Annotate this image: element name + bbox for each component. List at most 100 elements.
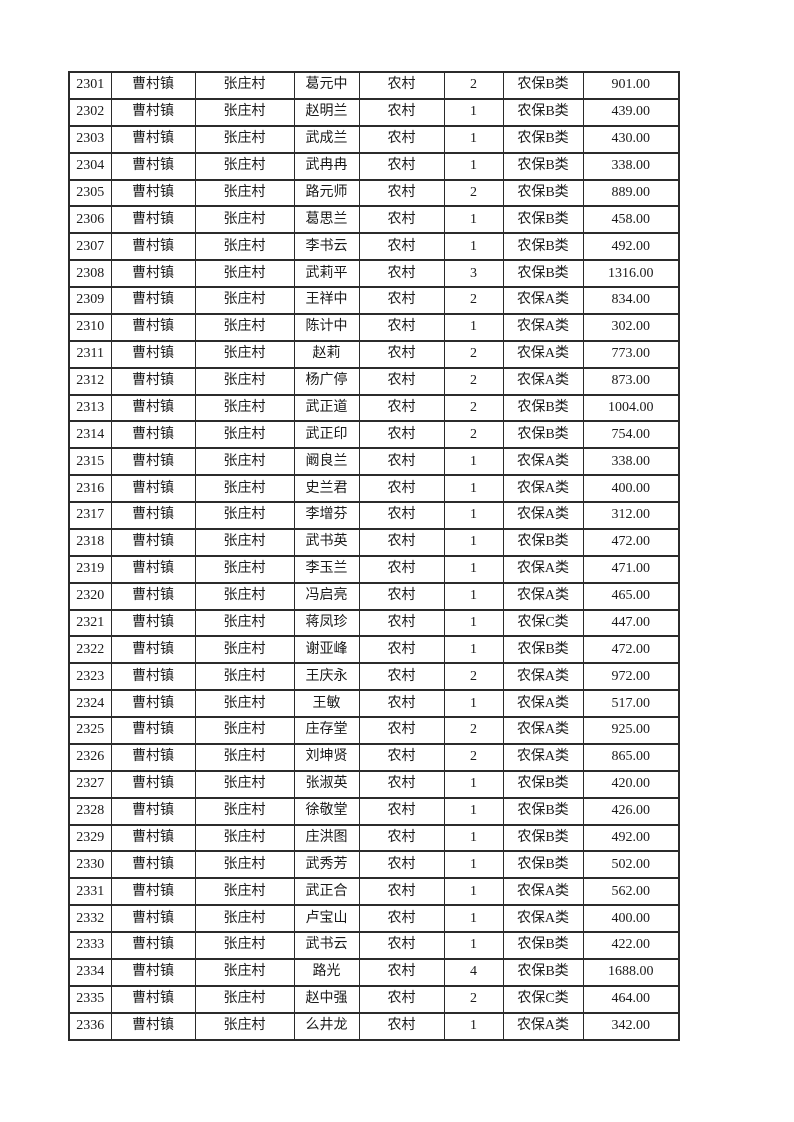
table-cell-category: 农村 — [358, 339, 445, 369]
table-cell-person-name: 武正道 — [293, 393, 360, 423]
table-row: 2318 曹村镇 张庄村 武书英 农村 1 农保B类 472.00 — [68, 527, 680, 557]
table-cell-person-name: 武书云 — [293, 931, 360, 960]
table-row: 2322 曹村镇 张庄村 谢亚峰 农村 1 农保B类 472.00 — [68, 635, 680, 665]
table-cell-town: 曹村镇 — [110, 366, 196, 396]
table-cell-village: 张庄村 — [194, 447, 295, 477]
table-cell-person-count: 2 — [443, 286, 504, 315]
table-cell-amount: 834.00 — [582, 286, 680, 315]
table-cell-insurance-class: 农保A类 — [502, 689, 584, 718]
table-row: 2312 曹村镇 张庄村 杨广停 农村 2 农保A类 873.00 — [68, 366, 680, 396]
table-cell-serial-number: 2329 — [68, 823, 112, 853]
table-cell-person-count: 1 — [443, 474, 504, 503]
table-cell-insurance-class: 农保B类 — [502, 769, 584, 799]
table-cell-category: 农村 — [358, 877, 445, 907]
table-row: 2325 曹村镇 张庄村 庄存堂 农村 2 农保A类 925.00 — [68, 716, 680, 745]
table-cell-insurance-class: 农保A类 — [502, 447, 584, 477]
table-cell-town: 曹村镇 — [110, 850, 196, 880]
table-row: 2331 曹村镇 张庄村 武正合 农村 1 农保A类 562.00 — [68, 877, 680, 907]
table-cell-village: 张庄村 — [194, 474, 295, 503]
table-row: 2301 曹村镇 张庄村 葛元中 农村 2 农保B类 901.00 — [68, 71, 680, 100]
table-cell-person-count: 1 — [443, 124, 504, 154]
table-cell-serial-number: 2310 — [68, 312, 112, 342]
table-cell-insurance-class: 农保A类 — [502, 716, 584, 745]
table-cell-village: 张庄村 — [194, 608, 295, 638]
table-cell-town: 曹村镇 — [110, 97, 196, 127]
table-cell-village: 张庄村 — [194, 716, 295, 745]
table-cell-amount: 420.00 — [582, 769, 680, 799]
table-cell-amount: 400.00 — [582, 904, 680, 933]
table-cell-category: 农村 — [358, 259, 445, 288]
table-cell-town: 曹村镇 — [110, 823, 196, 853]
table-cell-town: 曹村镇 — [110, 420, 196, 450]
table-cell-person-name: 赵明兰 — [293, 97, 360, 127]
table-cell-category: 农村 — [358, 97, 445, 127]
table-row: 2305 曹村镇 张庄村 路元师 农村 2 农保B类 889.00 — [68, 178, 680, 208]
table-cell-category: 农村 — [358, 366, 445, 396]
table-cell-person-count: 2 — [443, 71, 504, 100]
table-cell-insurance-class: 农保B类 — [502, 71, 584, 100]
table-cell-person-name: 李增芬 — [293, 501, 360, 530]
table-cell-village: 张庄村 — [194, 124, 295, 154]
table-cell-village: 张庄村 — [194, 904, 295, 933]
table-cell-serial-number: 2334 — [68, 957, 112, 987]
table-cell-category: 农村 — [358, 501, 445, 530]
table-cell-category: 农村 — [358, 393, 445, 423]
table-cell-town: 曹村镇 — [110, 393, 196, 423]
table-cell-insurance-class: 农保B类 — [502, 850, 584, 880]
table-cell-amount: 312.00 — [582, 501, 680, 530]
table-cell-category: 农村 — [358, 581, 445, 611]
table-cell-amount: 400.00 — [582, 474, 680, 503]
table-cell-person-count: 1 — [443, 850, 504, 880]
table-cell-person-name: 武莉平 — [293, 259, 360, 288]
table-cell-town: 曹村镇 — [110, 877, 196, 907]
table-cell-village: 张庄村 — [194, 742, 295, 772]
table-cell-category: 农村 — [358, 635, 445, 665]
table-row: 2328 曹村镇 张庄村 徐敬堂 农村 1 农保B类 426.00 — [68, 796, 680, 826]
table-cell-village: 张庄村 — [194, 635, 295, 665]
table-row: 2308 曹村镇 张庄村 武莉平 农村 3 农保B类 1316.00 — [68, 259, 680, 288]
table-cell-town: 曹村镇 — [110, 124, 196, 154]
table-cell-amount: 447.00 — [582, 608, 680, 638]
table-cell-insurance-class: 农保A类 — [502, 742, 584, 772]
table-cell-serial-number: 2311 — [68, 339, 112, 369]
table-cell-person-count: 1 — [443, 97, 504, 127]
table-cell-village: 张庄村 — [194, 71, 295, 100]
table-cell-village: 张庄村 — [194, 232, 295, 262]
table-cell-town: 曹村镇 — [110, 742, 196, 772]
table-cell-amount: 422.00 — [582, 931, 680, 960]
table-cell-serial-number: 2307 — [68, 232, 112, 262]
table-cell-insurance-class: 农保A类 — [502, 877, 584, 907]
table-cell-person-count: 2 — [443, 339, 504, 369]
table-row: 2314 曹村镇 张庄村 武正印 农村 2 农保B类 754.00 — [68, 420, 680, 450]
table-cell-person-name: 冯启亮 — [293, 581, 360, 611]
table-cell-insurance-class: 农保A类 — [502, 904, 584, 933]
records-table: 2301 曹村镇 张庄村 葛元中 农村 2 农保B类 901.00 2302 曹村镇 张庄村 赵明兰农… — [68, 71, 680, 1042]
table-cell-person-count: 1 — [443, 635, 504, 665]
table-cell-amount: 562.00 — [582, 877, 680, 907]
table-row: 2330 曹村镇 张庄村 武秀芳 农村 1 农保B类 502.00 — [68, 850, 680, 880]
table-row: 2317 曹村镇 张庄村 李增芬 农村 1 农保A类 312.00 — [68, 501, 680, 530]
table-cell-town: 曹村镇 — [110, 769, 196, 799]
table-cell-category: 农村 — [358, 769, 445, 799]
table-cell-amount: 1004.00 — [582, 393, 680, 423]
table-cell-person-name: 路元师 — [293, 178, 360, 208]
table-cell-village: 张庄村 — [194, 259, 295, 288]
table-cell-serial-number: 2333 — [68, 931, 112, 960]
table-cell-town: 曹村镇 — [110, 662, 196, 692]
table-cell-insurance-class: 农保A类 — [502, 286, 584, 315]
table-cell-person-count: 1 — [443, 796, 504, 826]
table-cell-amount: 426.00 — [582, 796, 680, 826]
table-row: 2326 曹村镇 张庄村 刘坤贤 农村 2 农保A类 865.00 — [68, 742, 680, 772]
table-cell-category: 农村 — [358, 527, 445, 557]
table-cell-category: 农村 — [358, 931, 445, 960]
table-cell-town: 曹村镇 — [110, 205, 196, 235]
table-cell-serial-number: 2308 — [68, 259, 112, 288]
table-cell-amount: 471.00 — [582, 554, 680, 584]
table-row: 2329 曹村镇 张庄村 庄洪图 农村 1 农保B类 492.00 — [68, 823, 680, 853]
table-cell-village: 张庄村 — [194, 286, 295, 315]
table-row: 2309 曹村镇 张庄村 王祥中 农村 2 农保A类 834.00 — [68, 286, 680, 315]
table-cell-amount: 465.00 — [582, 581, 680, 611]
table-cell-town: 曹村镇 — [110, 904, 196, 933]
table-cell-person-count: 3 — [443, 259, 504, 288]
